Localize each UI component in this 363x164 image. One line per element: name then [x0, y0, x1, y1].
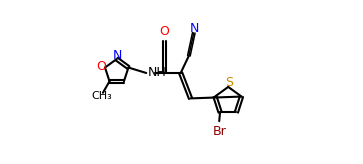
Text: Br: Br: [212, 125, 226, 138]
Text: O: O: [159, 25, 169, 38]
Text: NH: NH: [148, 66, 167, 80]
Text: N: N: [190, 22, 199, 35]
Text: CH₃: CH₃: [91, 91, 112, 101]
Text: N: N: [113, 49, 122, 62]
Text: O: O: [96, 60, 106, 73]
Text: S: S: [225, 76, 233, 89]
